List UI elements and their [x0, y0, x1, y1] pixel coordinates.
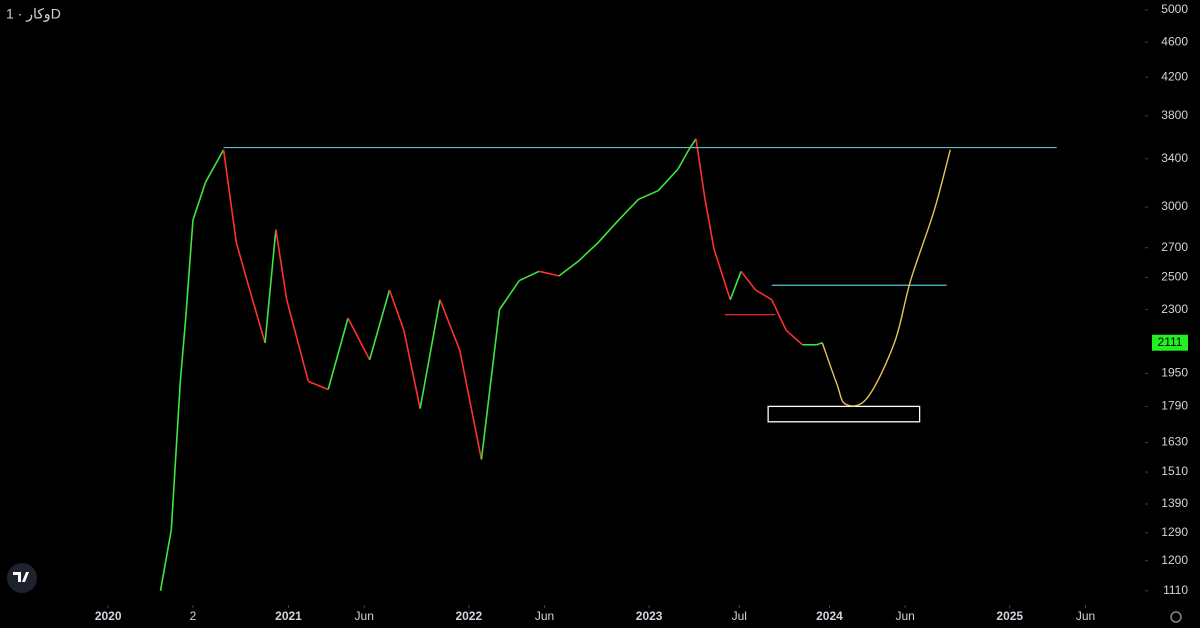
- y-tick-label: 4600: [1161, 34, 1188, 48]
- price-segment: [419, 299, 441, 409]
- y-tick-label: 3400: [1161, 151, 1188, 165]
- y-tick-label: 1200: [1161, 553, 1188, 567]
- y-tick-label: 2700: [1161, 240, 1188, 254]
- price-segment: [459, 350, 483, 460]
- price-segment: [222, 149, 238, 243]
- logo-circle[interactable]: [7, 563, 37, 593]
- price-segment: [184, 220, 194, 319]
- price-segment: [704, 199, 715, 250]
- last-price-label: 2111: [1158, 335, 1183, 349]
- price-segment: [480, 309, 501, 460]
- x-tick-label: 2020: [95, 609, 122, 623]
- y-tick-label: 1110: [1163, 583, 1188, 597]
- logo[interactable]: [7, 563, 37, 593]
- price-segment: [558, 260, 580, 277]
- y-tick-label: 1790: [1161, 399, 1188, 413]
- y-tick-label: 4200: [1161, 69, 1188, 83]
- price-segment: [246, 280, 266, 344]
- price-segment: [771, 299, 787, 331]
- x-tick-label: Jun: [1076, 609, 1095, 623]
- x-tick-label: 2: [190, 609, 197, 623]
- y-tick-label: 1390: [1161, 496, 1188, 510]
- price-segment: [578, 241, 600, 262]
- price-segment: [235, 241, 248, 281]
- price-segment: [518, 270, 540, 282]
- y-tick-label: 1950: [1161, 366, 1188, 380]
- x-tick-label: Jul: [732, 609, 747, 623]
- price-segment: [347, 317, 371, 361]
- price-segment: [179, 318, 187, 382]
- price-segment: [285, 299, 310, 382]
- price-segment: [657, 168, 679, 192]
- projection-curve: [821, 149, 951, 407]
- x-tick-label: Jun: [896, 609, 915, 623]
- price-segment: [368, 289, 391, 360]
- price-segment: [816, 341, 823, 346]
- y-tick-label: 3000: [1161, 199, 1188, 213]
- price-segment: [755, 289, 773, 301]
- price-segment: [538, 270, 560, 277]
- logo-mark[interactable]: [13, 572, 29, 582]
- price-segment: [617, 198, 639, 221]
- last-price-box: [1152, 334, 1188, 351]
- y-tick-label: 1290: [1161, 525, 1188, 539]
- x-tick-label: Jun: [535, 609, 554, 623]
- price-segment: [192, 181, 207, 221]
- x-tick-label: Jun: [355, 609, 374, 623]
- price-segment: [170, 381, 182, 530]
- price-segment: [677, 149, 690, 170]
- price-segment: [695, 138, 706, 200]
- y-tick-label: 2300: [1161, 302, 1188, 316]
- price-segment: [740, 270, 757, 291]
- price-segment: [637, 189, 659, 201]
- target-box: [767, 405, 921, 423]
- y-tick-label: 5000: [1161, 2, 1188, 16]
- price-segment: [498, 280, 520, 311]
- y-tick-label: 3800: [1161, 108, 1188, 122]
- chart-title: وکار · 1D: [6, 6, 61, 23]
- x-tick-label: 2024: [816, 609, 843, 623]
- price-segment: [729, 271, 742, 300]
- price-segment: [598, 219, 620, 243]
- price-segment: [159, 529, 173, 591]
- price-segment: [713, 248, 732, 300]
- x-tick-label: 2025: [996, 609, 1023, 623]
- settings-icon[interactable]: [1170, 611, 1182, 623]
- y-tick-label: 2500: [1161, 270, 1188, 284]
- price-segment: [785, 329, 803, 346]
- x-tick-label: 2022: [455, 609, 482, 623]
- price-segment: [204, 149, 225, 183]
- price-segment: [308, 380, 329, 391]
- price-segment: [388, 289, 405, 331]
- x-tick-label: 2023: [636, 609, 663, 623]
- y-tick-label: 1630: [1161, 435, 1188, 449]
- price-segment: [439, 299, 461, 351]
- price-segment: [275, 229, 288, 300]
- x-tick-label: 2021: [275, 609, 302, 623]
- gear[interactable]: [1170, 611, 1182, 623]
- price-segment: [264, 229, 277, 343]
- price-segment: [403, 330, 421, 409]
- y-tick-label: 1510: [1161, 464, 1188, 478]
- price-segment: [327, 317, 349, 390]
